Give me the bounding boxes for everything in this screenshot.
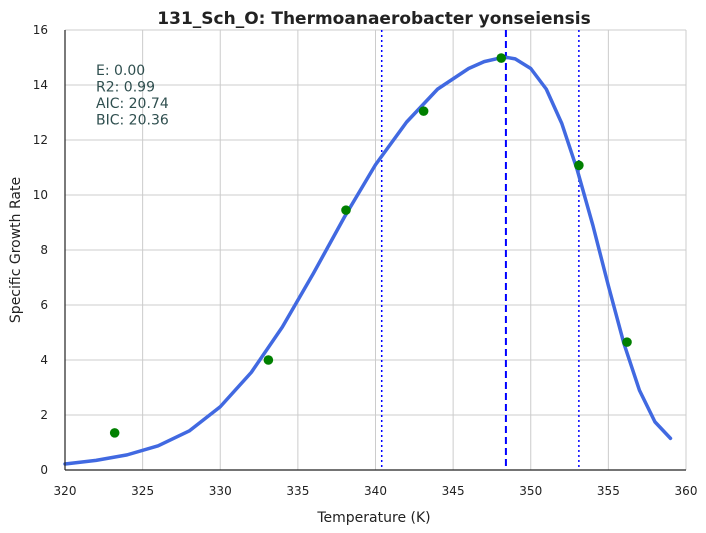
chart-title: 131_Sch_O: Thermoanaerobacter yonseiensi…	[157, 9, 590, 29]
y-tick-label: 6	[40, 298, 48, 312]
x-tick-label: 335	[286, 484, 309, 498]
data-points	[109, 53, 632, 438]
data-point	[574, 160, 584, 171]
data-point	[622, 337, 632, 347]
y-axis-label: Specific Growth Rate	[8, 177, 24, 323]
data-point	[109, 428, 120, 438]
x-tick-label: 345	[442, 484, 465, 498]
x-tick-labels: 320 325 330 335 340 345 350 355 360	[54, 484, 698, 498]
y-tick-label: 4	[40, 353, 48, 367]
data-point	[418, 106, 429, 116]
x-tick-label: 355	[597, 484, 620, 498]
y-tick-label: 16	[33, 23, 48, 37]
y-tick-label: 0	[40, 463, 48, 477]
fit-curve	[63, 55, 673, 466]
fit-stat-line: AIC: 20.74	[96, 96, 169, 112]
y-tick-label: 2	[40, 408, 48, 422]
x-tick-label: 330	[209, 484, 232, 498]
x-axis-label: Temperature (K)	[316, 510, 430, 526]
axes	[64, 30, 686, 471]
x-tick-label: 325	[131, 484, 154, 498]
y-tick-label: 10	[33, 188, 48, 202]
data-point	[496, 53, 507, 63]
x-tick-label: 340	[364, 484, 387, 498]
fit-curve-group	[63, 55, 673, 466]
data-point	[263, 355, 274, 365]
data-point	[341, 205, 351, 215]
fit-stat-line: BIC: 20.36	[96, 113, 169, 129]
fit-stat-line: E: 0.00	[96, 63, 145, 79]
vertical-markers	[380, 30, 580, 470]
y-tick-label: 8	[40, 243, 48, 257]
grid	[64, 29, 687, 471]
y-tick-label: 12	[33, 133, 48, 147]
x-tick-label: 350	[519, 484, 542, 498]
y-tick-label: 14	[33, 78, 48, 92]
x-tick-label: 360	[675, 484, 698, 498]
fit-stat-line: R2: 0.99	[96, 80, 155, 96]
y-tick-labels: 0 2 4 6 8 10 12 14 16	[33, 23, 48, 477]
x-tick-label: 320	[54, 484, 77, 498]
